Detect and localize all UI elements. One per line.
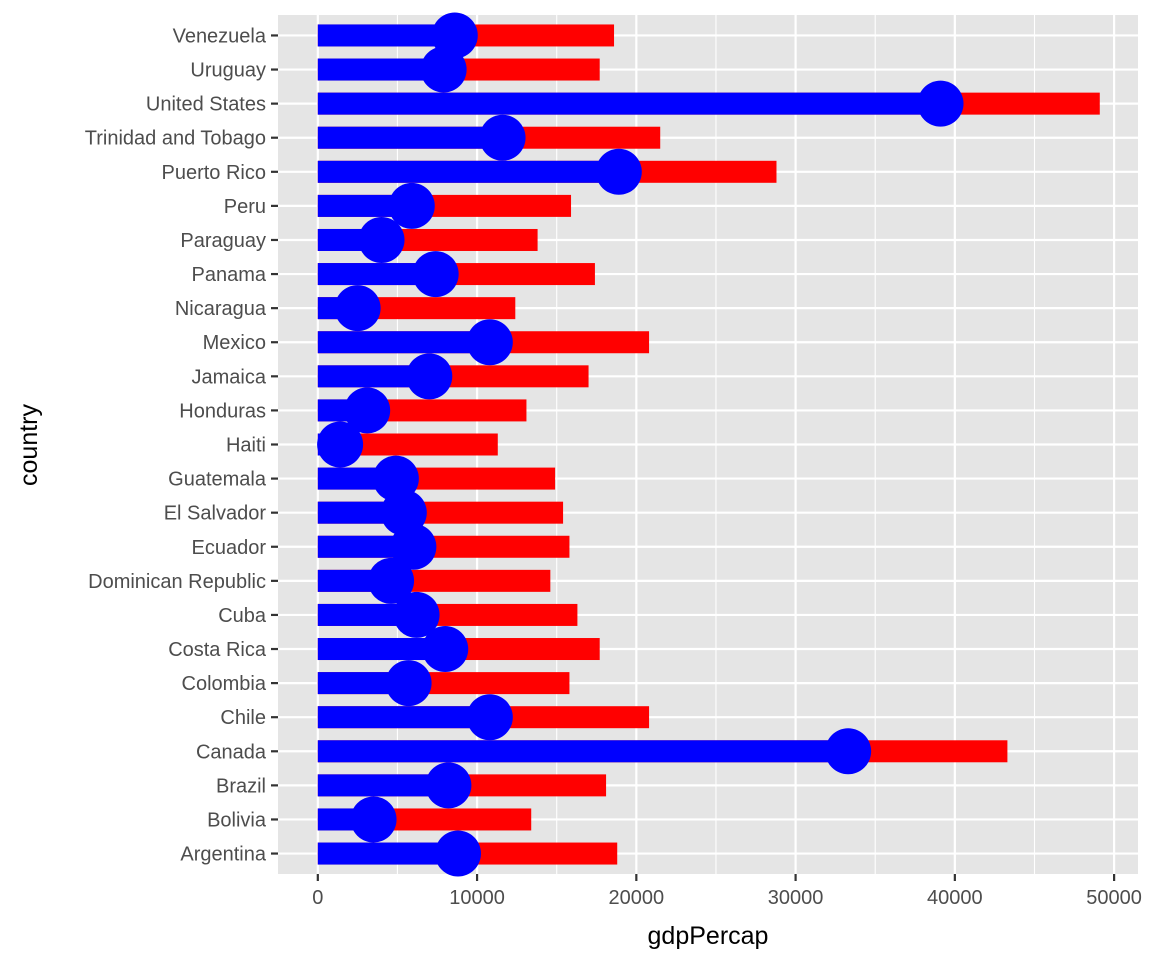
y-tick-label: Honduras xyxy=(179,400,266,422)
bar-blue-united-states xyxy=(317,92,941,115)
x-tick-label: 30000 xyxy=(768,887,824,909)
y-tick-label: Peru xyxy=(224,196,266,218)
point-bolivia xyxy=(350,796,397,843)
point-canada xyxy=(825,728,872,775)
y-tick-label: Bolivia xyxy=(207,809,267,831)
bar-blue-brazil xyxy=(317,774,449,797)
bar-blue-ecuador xyxy=(317,535,414,558)
y-tick-label: Ecuador xyxy=(192,537,267,559)
point-dominican-republic xyxy=(368,557,415,604)
marks-layer xyxy=(317,12,1100,877)
bar-blue-cuba xyxy=(317,603,417,626)
point-paraguay xyxy=(358,216,405,263)
grid-layer xyxy=(278,15,1138,874)
y-tick-label: Guatemala xyxy=(168,469,267,491)
y-tick-label: Dominican Republic xyxy=(88,571,266,593)
bar-blue-costa-rica xyxy=(317,638,446,661)
y-tick-label: El Salvador xyxy=(164,503,267,525)
y-tick-label: Puerto Rico xyxy=(162,162,267,184)
y-tick-label: Chile xyxy=(220,707,266,729)
point-colombia xyxy=(385,660,432,707)
y-axis-title: country xyxy=(15,404,43,486)
point-haiti xyxy=(317,421,364,468)
x-tick-label: 0 xyxy=(312,887,323,909)
bar-blue-peru xyxy=(317,194,412,217)
y-tick-label: Canada xyxy=(196,741,267,763)
bar-blue-argentina xyxy=(317,842,458,865)
y-tick-label: Cuba xyxy=(218,605,267,627)
y-tick-label: Mexico xyxy=(203,332,266,354)
point-united-states xyxy=(917,80,964,127)
y-tick-label: Jamaica xyxy=(192,366,267,388)
point-jamaica xyxy=(406,353,453,400)
x-axis-title: gdpPercap xyxy=(648,922,769,950)
point-argentina xyxy=(434,830,481,877)
bar-blue-colombia xyxy=(317,672,409,695)
bar-blue-uruguay xyxy=(317,58,444,81)
bar-blue-venezuela xyxy=(317,24,455,47)
bar-blue-mexico xyxy=(317,331,490,354)
bar-blue-canada xyxy=(317,740,849,763)
point-honduras xyxy=(344,387,391,434)
y-tick-label: Brazil xyxy=(216,775,266,797)
point-trinidad-and-tobago xyxy=(479,114,526,161)
x-tick-label: 50000 xyxy=(1086,887,1142,909)
point-brazil xyxy=(425,762,472,809)
y-tick-label: Argentina xyxy=(180,844,266,866)
y-tick-label: Uruguay xyxy=(190,60,266,82)
point-mexico xyxy=(466,319,513,366)
point-cuba xyxy=(393,591,440,638)
bar-blue-chile xyxy=(317,706,490,729)
y-tick-label: Nicaragua xyxy=(175,298,267,320)
point-puerto-rico xyxy=(595,148,642,195)
y-tick-label: Haiti xyxy=(226,435,266,457)
axis-layer: Argentina Bolivia Brazil Canada Chile Colombi… xyxy=(85,25,1142,909)
y-tick-label: United States xyxy=(146,94,266,116)
bar-blue-jamaica xyxy=(317,365,430,388)
y-tick-label: Colombia xyxy=(182,673,267,695)
y-tick-label: Costa Rica xyxy=(168,639,267,661)
point-peru xyxy=(388,182,435,229)
bar-blue-panama xyxy=(317,263,436,286)
x-tick-label: 10000 xyxy=(449,887,505,909)
y-tick-label: Venezuela xyxy=(173,25,267,47)
y-tick-label: Paraguay xyxy=(180,230,266,252)
point-panama xyxy=(412,251,459,298)
point-chile xyxy=(466,694,513,741)
x-tick-label: 40000 xyxy=(927,887,983,909)
bar-red-haiti xyxy=(317,433,498,456)
point-venezuela xyxy=(431,12,478,59)
point-nicaragua xyxy=(334,285,381,332)
y-tick-label: Panama xyxy=(192,264,267,286)
point-guatemala xyxy=(372,455,419,502)
x-tick-label: 20000 xyxy=(609,887,665,909)
bar-blue-trinidad-and-tobago xyxy=(317,126,503,149)
y-tick-label: Trinidad and Tobago xyxy=(85,128,266,150)
point-costa-rica xyxy=(422,626,469,673)
bar-blue-puerto-rico xyxy=(317,160,619,183)
